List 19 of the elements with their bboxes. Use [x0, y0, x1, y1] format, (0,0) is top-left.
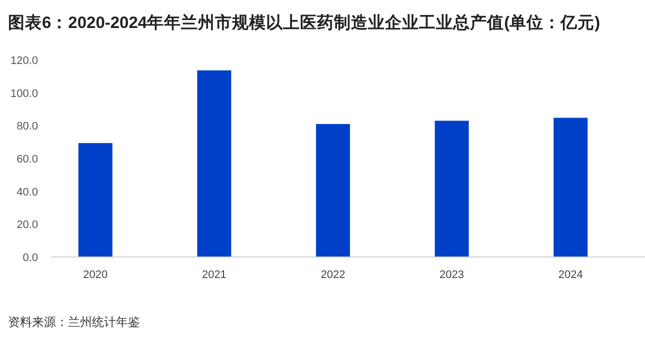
y-tick-label: 100.0	[10, 88, 38, 100]
x-tick-label: 2020	[83, 269, 108, 281]
y-tick-label: 0.0	[22, 252, 38, 264]
x-tick-label: 2021	[202, 269, 226, 281]
x-tick-label: 2024	[558, 269, 583, 281]
y-tick-label: 80.0	[16, 120, 38, 133]
y-tick-label: 20.0	[16, 219, 38, 232]
x-tick-label: 2023	[440, 269, 464, 281]
chart-title: 图表6：2020-2024年年兰州市规模以上医药制造业企业工业总产值(单位：亿元)	[8, 13, 600, 32]
y-tick-label: 120.0	[10, 55, 38, 67]
bar	[78, 143, 112, 257]
x-tick-label: 2022	[320, 269, 346, 281]
bar	[434, 120, 469, 257]
y-tick-label: 40.0	[16, 186, 38, 198]
bar	[316, 124, 350, 257]
text: 资料来源：兰州统计年鉴	[8, 315, 140, 329]
bar	[197, 70, 232, 257]
y-tick-label: 60.0	[16, 154, 38, 166]
bar	[554, 118, 588, 257]
